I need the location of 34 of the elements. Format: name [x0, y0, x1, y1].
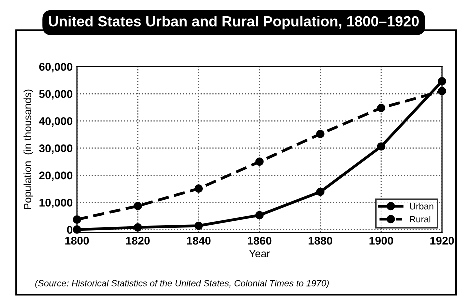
- point: [438, 77, 446, 86]
- point: [256, 211, 264, 220]
- x-tick-label: 1920: [430, 237, 454, 245]
- x-tick-label: 1900: [370, 237, 394, 245]
- y-tick-label: 20,000: [39, 172, 73, 182]
- x-tick-label: 1820: [126, 237, 150, 245]
- y-tick-label: 0: [67, 226, 73, 234]
- y-tick-label: 40,000: [39, 117, 73, 127]
- point: [438, 87, 446, 96]
- legend-label: Urban: [410, 203, 434, 210]
- x-tick-label: 1880: [308, 237, 332, 245]
- y-axis-title: Population (in thousands): [24, 90, 34, 210]
- x-tick-label: 1800: [66, 237, 90, 245]
- chart-title: United States Urban and Rural Population, 1800–1920: [49, 16, 419, 30]
- y-tick-label: 30,000: [39, 144, 73, 154]
- point: [377, 142, 386, 151]
- point: [194, 184, 204, 193]
- point: [194, 222, 204, 230]
- point: [134, 224, 142, 232]
- y-tick-label: 60,000: [39, 63, 73, 73]
- y-tick-label: 10,000: [40, 198, 73, 208]
- point: [73, 216, 82, 224]
- x-tick-label: 1840: [187, 237, 211, 245]
- point: [256, 158, 264, 166]
- legend-label: Rural: [410, 216, 431, 223]
- y-tick-label: 50,000: [39, 90, 73, 100]
- point: [316, 188, 325, 196]
- point: [377, 104, 386, 112]
- x-axis-title: Year: [249, 250, 270, 258]
- point: [73, 226, 82, 234]
- text: (Source: Historical Statistics of the United States, Colonial Times to 1970): [36, 280, 330, 288]
- point: [134, 202, 142, 210]
- point: [316, 130, 325, 138]
- x-tick-label: 1860: [248, 237, 272, 245]
